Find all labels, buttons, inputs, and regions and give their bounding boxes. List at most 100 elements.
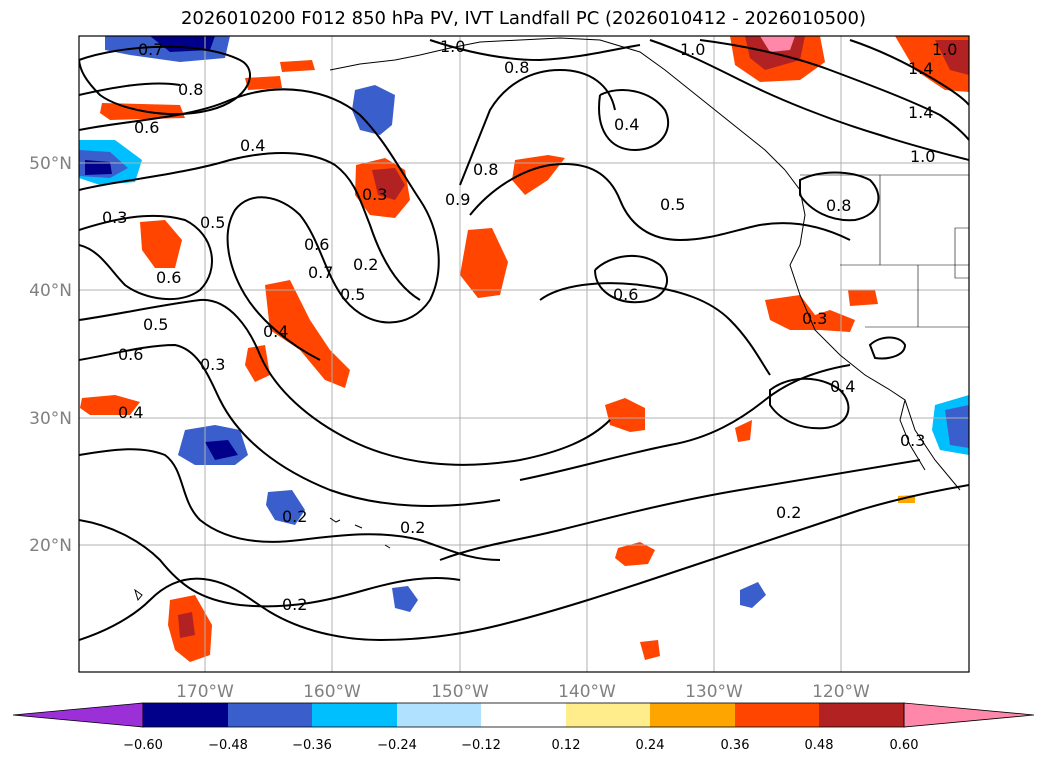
map-frame [78,35,970,673]
contour-label: 0.9 [445,190,470,209]
pv-contour [79,448,501,561]
contour-label: 0.4 [240,136,265,155]
contour-label: 0.2 [282,507,307,526]
lon-label-140w: 140°W [558,682,616,702]
lon-tick-labels: 170°W 160°W 150°W 140°W 130°W 120°W [176,682,870,702]
gridlines [79,36,969,672]
pv-contour [459,68,616,186]
pos-anomaly [735,420,752,442]
neg-anomaly-core [205,440,238,460]
contour-label: 1.0 [440,37,465,56]
pv-contour [79,519,461,608]
contour-label: 0.6 [304,235,329,254]
contour-label: 1.4 [908,59,933,78]
pos-anomaly-core [935,40,969,75]
contour-label: 0.2 [776,503,801,522]
colorbar-tick-label: 0.60 [890,738,919,753]
colorbar-segment [228,703,312,727]
pos-anomaly [280,60,315,72]
pv-contour [594,254,669,304]
colorbar-segment [566,703,650,727]
hawaii-islands [134,517,391,602]
contour-label: 0.3 [900,431,925,450]
lon-label-120w: 120°W [812,682,870,702]
contour-label: 0.4 [830,377,855,396]
colorbar-extend-low [12,702,144,728]
pv-contour [79,214,213,301]
neg-anomaly [266,490,305,525]
contour-label: 0.5 [660,195,685,214]
pv-contour [699,39,969,141]
pv-contours [79,39,969,642]
map-background [79,36,969,672]
pv-contour [79,343,501,507]
contour-label: 0.6 [118,345,143,364]
pv-contour [79,298,611,466]
colorbar-segment [650,703,735,727]
pos-anomaly [245,76,282,90]
pv-contour [868,336,907,360]
contour-label: 0.8 [826,196,851,215]
pv-contour [649,39,969,161]
contour-label: 0.3 [102,208,127,227]
colorbar-tick-label: −0.60 [123,738,163,753]
lon-label-160w: 160°W [303,682,361,702]
pos-anomaly [245,345,270,382]
pv-contour [769,377,850,430]
colorbar-tick-label: −0.24 [377,738,417,753]
neg-anomaly [352,85,395,135]
colorbar-segment [143,703,228,727]
contour-labels: 0.7 0.8 0.6 0.4 0.3 0.5 0.6 0.5 0.6 0.3 … [102,37,957,614]
contour-label: 1.0 [910,147,935,166]
colorbar-segment [481,703,566,727]
pos-anomaly [140,220,182,268]
colorbar-tick-label: 0.12 [552,738,581,753]
pv-contour [79,484,969,642]
lon-label-130w: 130°W [685,682,743,702]
map-title: 2026010200 F012 850 hPa PV, IVT Landfall… [180,8,867,29]
pv-contour [469,163,851,242]
lat-label-30n: 30°N [29,409,72,429]
contour-label: 1.4 [908,103,933,122]
contour-label: 0.3 [362,185,387,204]
lat-label-40n: 40°N [29,281,72,301]
colorbar-tick-label: 0.36 [721,738,750,753]
contour-label: 0.6 [613,285,638,304]
contour-label: 0.5 [200,213,225,232]
contour-label: 0.6 [156,268,181,287]
pos-anomaly [615,542,655,566]
colorbar-tick-label: 0.24 [636,738,665,753]
pos-anomaly [848,290,878,306]
pos-anomaly-core [178,612,195,638]
contour-label: 0.3 [802,309,827,328]
pos-anomaly [80,395,140,415]
contour-label: 0.5 [340,285,365,304]
colorbar-tick-label: −0.36 [292,738,332,753]
pv-contour [79,39,641,96]
colorbar-segment [397,703,481,727]
neg-anomaly [392,586,418,612]
pos-anomaly [460,228,508,298]
lon-label-170w: 170°W [176,682,234,702]
lat-label-50n: 50°N [29,154,72,174]
lat-label-20n: 20°N [29,536,72,556]
lon-label-150w: 150°W [431,682,489,702]
colorbar-tick-label: 0.48 [805,738,834,753]
contour-label: 0.7 [138,40,163,59]
state-borders [800,174,969,328]
pv-contour [849,39,969,106]
pv-contour [79,88,440,361]
pv-contour [539,282,771,376]
pv-contour [799,171,880,222]
contour-label: 0.4 [118,403,143,422]
pos-anomaly-core [372,168,405,200]
contour-label: 0.4 [614,115,639,134]
map-content: 0.7 0.8 0.6 0.4 0.3 0.5 0.6 0.5 0.6 0.3 … [79,36,969,672]
colorbar-frame [142,702,905,728]
colorbar-segment [312,703,397,727]
contour-label: 0.7 [308,263,333,282]
pv-contour [79,152,421,301]
alaska-coast [329,37,786,171]
pv-contour [439,459,921,561]
pos-anomaly-peak [760,36,795,52]
